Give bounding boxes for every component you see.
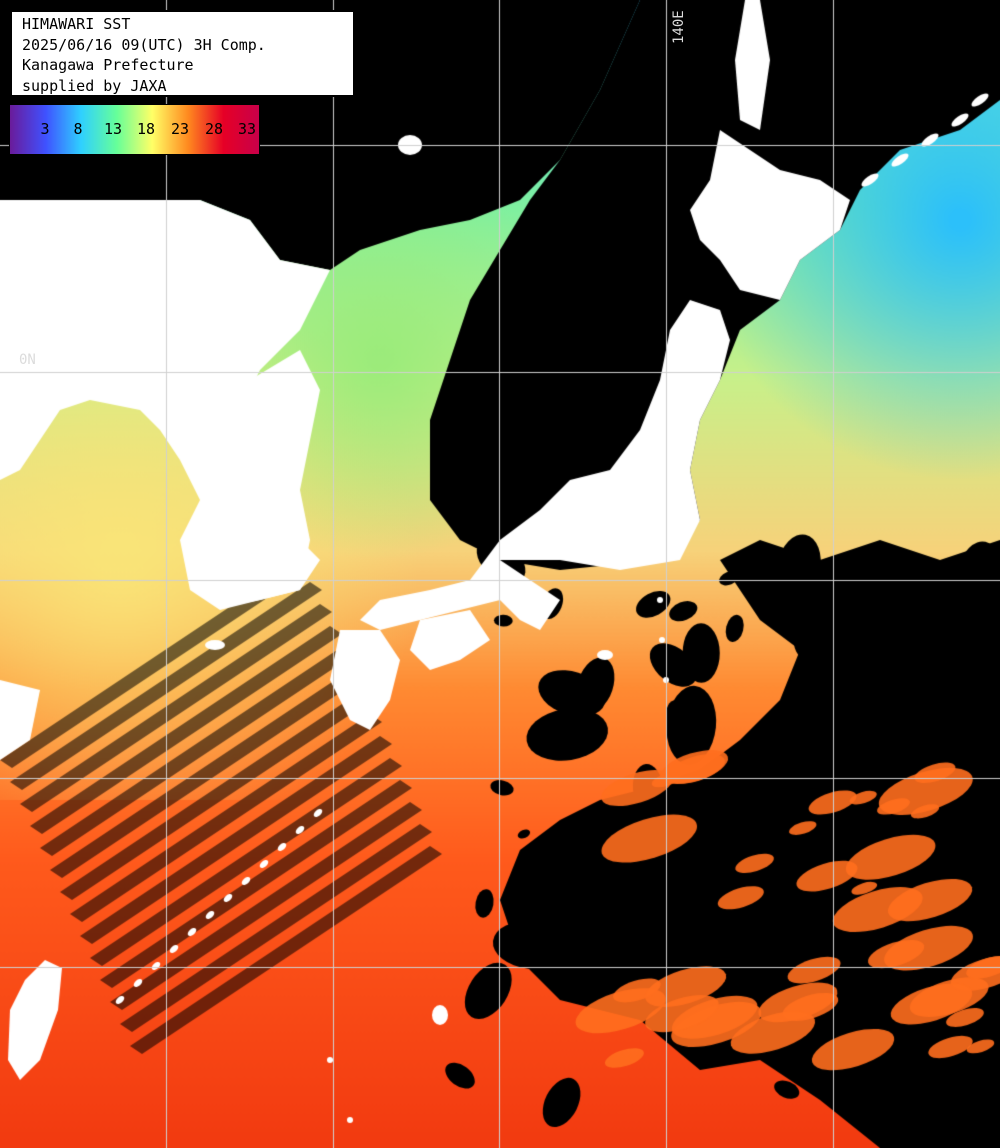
legend-label-8: 8 [73, 120, 83, 138]
legend-label-28: 28 [204, 120, 224, 138]
map-info-box: HIMAWARI SST 2025/06/16 09(UTC) 3H Comp.… [10, 10, 355, 97]
map-datetime: 2025/06/16 09(UTC) 3H Comp. [22, 35, 266, 54]
legend-label-18: 18 [136, 120, 156, 138]
map-credit: supplied by JAXA [22, 76, 167, 95]
legend-color-bar [10, 105, 259, 154]
latitude-label: 0N [19, 352, 36, 368]
temperature-legend: 3 8 13 18 23 28 33 [9, 104, 260, 155]
legend-label-33: 33 [237, 120, 257, 138]
legend-label-23: 23 [170, 120, 190, 138]
legend-label-13: 13 [103, 120, 123, 138]
map-region: Kanagawa Prefecture [22, 56, 194, 74]
map-title: HIMAWARI SST [22, 15, 131, 33]
legend-label-3: 3 [40, 120, 50, 138]
longitude-label: 140E [671, 10, 687, 44]
